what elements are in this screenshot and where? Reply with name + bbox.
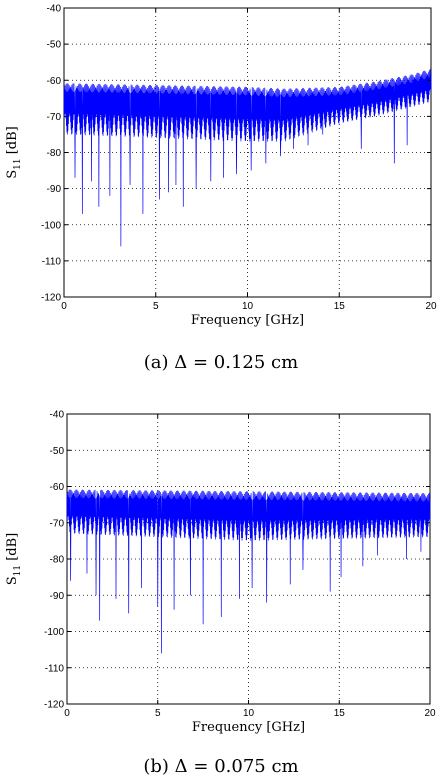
y-tick-label: -80 — [47, 148, 62, 159]
chart-panel-a: 0 5 10 15 20 -40-50-60-70-80-90-100-110-120 … — [5, 4, 437, 374]
x-tick-label: 20 — [425, 301, 437, 312]
x-tick-label: 5 — [155, 708, 161, 719]
y-axis-label-unit-a: [dB] — [5, 126, 20, 158]
series-line — [63, 68, 432, 247]
y-axis-label-unit-b: [dB] — [5, 533, 20, 565]
x-ticks-a: 0 5 10 15 20 — [61, 8, 437, 312]
x-tick-label: 15 — [334, 301, 346, 312]
y-axis-label-main-a: S — [5, 170, 20, 179]
x-axis-label-a: Frequency [GHz] — [191, 313, 304, 328]
x-tick-label: 15 — [334, 708, 346, 719]
x-tick-label: 20 — [424, 708, 436, 719]
y-tick-label: -120 — [44, 700, 64, 711]
y-tick-label: -110 — [42, 256, 62, 267]
x-tick-label: 0 — [61, 301, 67, 312]
x-tick-label: 0 — [64, 708, 70, 719]
y-axis-label-a: S11 [dB] — [5, 126, 23, 179]
x-axis-label-b: Frequency [GHz] — [192, 720, 305, 735]
series-line — [66, 489, 431, 654]
series-b — [66, 489, 431, 654]
y-tick-label: -40 — [50, 410, 65, 421]
y-tick-label: -40 — [47, 4, 62, 15]
caption-b: (b) Δ = 0.075 cm — [143, 756, 298, 776]
y-tick-label: -50 — [47, 40, 62, 51]
y-axis-label-sub-a: 11 — [13, 158, 23, 169]
y-tick-label: -90 — [47, 184, 62, 195]
series-a — [63, 68, 432, 247]
y-tick-label: -90 — [50, 591, 65, 602]
gridlines-a — [64, 8, 431, 297]
y-tick-label: -110 — [45, 663, 65, 674]
x-tick-label: 10 — [243, 708, 255, 719]
y-tick-label: -120 — [41, 293, 61, 304]
caption-a: (a) Δ = 0.125 cm — [144, 352, 298, 373]
y-axis-label-b: S11 [dB] — [5, 533, 23, 586]
y-tick-label: -100 — [41, 220, 61, 231]
y-axis-label-sub-b: 11 — [13, 565, 23, 576]
y-axis-label-main-b: S — [5, 576, 20, 585]
x-tick-label: 10 — [242, 301, 254, 312]
y-tick-label: -50 — [50, 446, 65, 457]
y-tick-label: -100 — [44, 627, 64, 638]
y-ticks-a: -40 -50 -60 -70 -80 -90 -100 -110 -120 — [41, 4, 431, 304]
x-ticks-b: 0 5 10 15 20 — [64, 414, 436, 719]
y-tick-label: -60 — [50, 482, 65, 493]
y-tick-label: -70 — [50, 518, 65, 529]
y-ticks-b: -40 -50 -60 -70 -80 -90 -100 -110 -120 — [44, 410, 430, 711]
chart-panel-b: 0 5 10 15 20 -40-50-60-70-80-90-100-110-120 … — [5, 410, 436, 776]
y-tick-label: -60 — [47, 76, 62, 87]
x-tick-label: 5 — [153, 301, 159, 312]
y-tick-label: -70 — [47, 112, 62, 123]
y-tick-label: -80 — [50, 555, 65, 566]
